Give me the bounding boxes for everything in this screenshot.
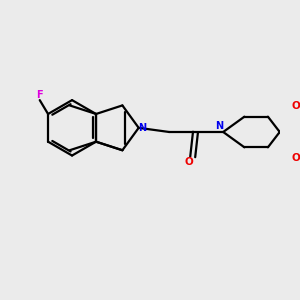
Text: N: N (215, 122, 223, 131)
Text: F: F (36, 90, 43, 100)
Text: O: O (292, 153, 300, 163)
Text: N: N (138, 123, 146, 133)
Text: O: O (184, 157, 193, 167)
Text: O: O (292, 101, 300, 111)
